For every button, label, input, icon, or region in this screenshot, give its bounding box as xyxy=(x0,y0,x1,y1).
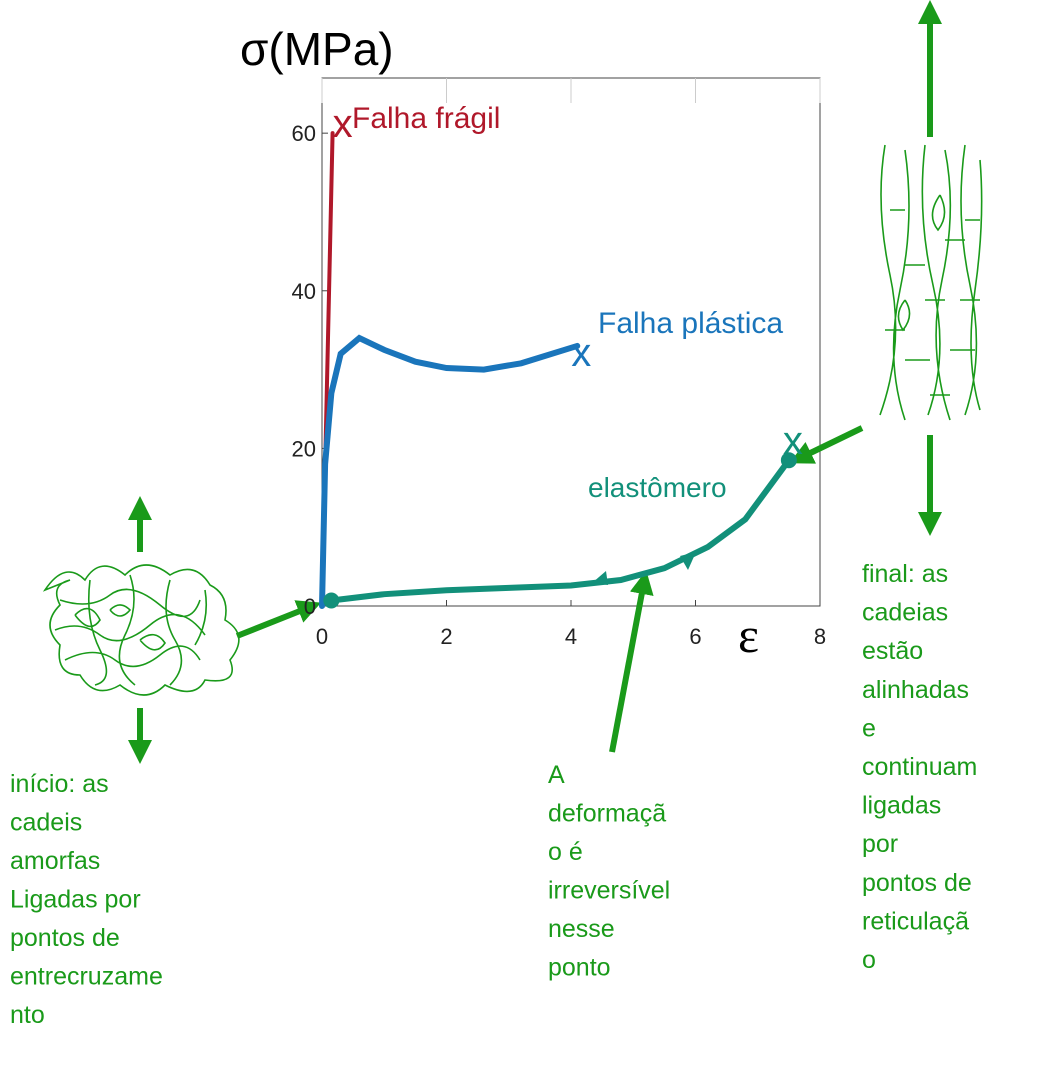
annotation-line: entrecruzame xyxy=(10,963,163,991)
x-tick-label: 2 xyxy=(440,624,452,649)
series-line xyxy=(328,457,792,604)
series-line xyxy=(319,334,581,609)
annotation-line: A xyxy=(548,761,565,789)
annotation-line: Ligadas por xyxy=(10,886,141,914)
end-point xyxy=(780,452,797,469)
series-label: Falha plástica xyxy=(598,307,783,340)
failure-marker: x xyxy=(783,419,803,463)
arrows xyxy=(128,0,942,764)
annotation-line: cadeis xyxy=(10,809,82,837)
annotation-line: final: as xyxy=(862,560,948,588)
annotation-line: por xyxy=(862,830,898,858)
annotation-line: amorfas xyxy=(10,847,100,875)
annotation-line: o xyxy=(862,946,876,974)
annotation-line: pontos de xyxy=(10,924,120,952)
x-tick-label: 0 xyxy=(316,624,328,649)
annotation-line: cadeias xyxy=(862,599,948,627)
failure-marker: x xyxy=(571,331,591,375)
annotation-line: reticulaçã xyxy=(862,907,969,935)
annotation-line: nesse xyxy=(548,915,615,943)
series-label: Falha frágil xyxy=(352,102,500,135)
annotation-line: o é xyxy=(548,838,583,866)
start-point xyxy=(323,592,340,609)
annotation-line: início: as xyxy=(10,770,109,798)
x-tick-label: 8 xyxy=(814,624,826,649)
annotation-line: irreversível xyxy=(548,877,670,905)
x-axis-label: ε xyxy=(738,607,759,663)
right-chains xyxy=(879,144,983,421)
annotation-line: nto xyxy=(10,1001,45,1029)
left-chains xyxy=(42,564,240,696)
y-tick-label: 40 xyxy=(292,279,316,304)
annotation-line: ligadas xyxy=(862,792,941,820)
annotation-line: continuam xyxy=(862,753,977,781)
annotation-line: ponto xyxy=(548,954,611,982)
x-tick-label: 6 xyxy=(689,624,701,649)
annotation-line: deformaçã xyxy=(548,800,666,828)
failure-marker: x xyxy=(333,102,353,146)
x-tick-label: 4 xyxy=(565,624,577,649)
annotation-line: alinhadas xyxy=(862,676,969,704)
series-label: elastômero xyxy=(588,472,727,503)
annotation-line: estão xyxy=(862,637,923,665)
y-tick-label: 20 xyxy=(292,436,316,461)
y-tick-label: 0 xyxy=(304,594,316,619)
annotation-line: pontos de xyxy=(862,869,972,897)
y-axis-label: σ(MPa) xyxy=(240,23,394,75)
annotation-line: e xyxy=(862,714,876,742)
y-tick-label: 60 xyxy=(292,121,316,146)
